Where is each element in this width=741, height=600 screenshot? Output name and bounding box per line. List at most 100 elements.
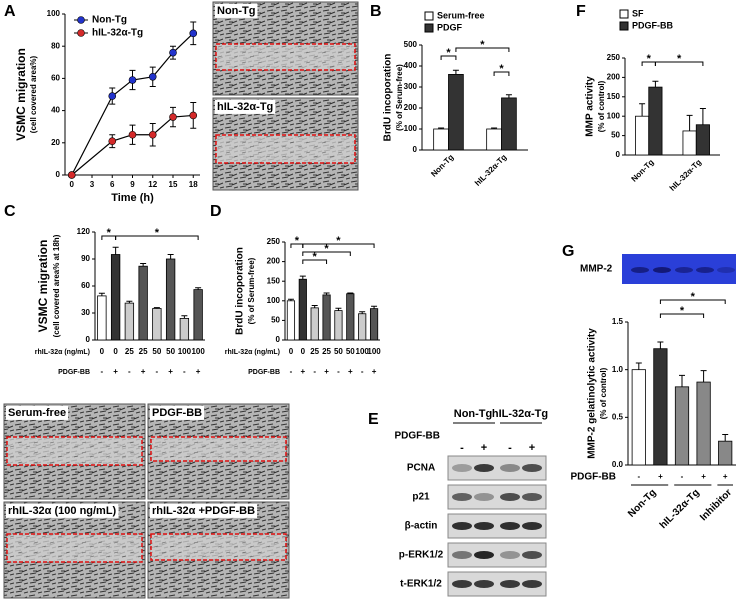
y-tick-label: 50: [611, 131, 620, 140]
x-tick-label: 0: [70, 180, 75, 189]
blot-band: [500, 551, 520, 559]
error-bar: [505, 94, 512, 98]
blot-band: [474, 580, 494, 588]
panel-label: B: [370, 3, 382, 20]
legend-label: Serum-free: [437, 10, 485, 20]
blot-band: [452, 493, 472, 501]
blot-band: [474, 464, 494, 472]
significance-label: *: [107, 227, 112, 239]
blot-lane: +: [529, 442, 535, 454]
y-tick-label: 250: [267, 237, 281, 246]
y-axis-label: VSMC migration: [14, 48, 28, 141]
y-tick-label: 20: [51, 138, 60, 147]
wound-outline: [150, 436, 287, 462]
x-tick-label: 50: [166, 347, 175, 356]
bar: [310, 307, 319, 341]
bar: [695, 124, 710, 156]
significance-bracket: [302, 243, 375, 248]
x-tick-label: 0: [289, 347, 294, 356]
y-tick-label: 0.0: [612, 460, 624, 469]
blot-band: [500, 464, 520, 472]
micrograph-label: Non-Tg: [217, 5, 255, 17]
micrograph-label: Serum-free: [8, 407, 66, 419]
blot-band: [474, 522, 494, 530]
label-bg: [215, 3, 258, 18]
x-tick-label: -: [128, 367, 131, 376]
bar: [635, 115, 650, 156]
bar: [631, 369, 646, 466]
y-axis-sublabel: (% of control): [599, 367, 608, 419]
point: [128, 76, 137, 84]
panel-label: G: [562, 243, 574, 260]
x-tick-label: +: [324, 367, 329, 376]
y-tick-label: 150: [607, 92, 621, 101]
x-tick-label: +: [196, 367, 201, 376]
blot-band: [452, 464, 472, 472]
error-bar: [311, 305, 318, 308]
x-tick-label: 25: [139, 347, 148, 356]
x-tick-label: -: [156, 367, 159, 376]
bar: [110, 254, 121, 341]
wound-area: [216, 44, 355, 70]
error-bar: [635, 362, 642, 370]
x-tick-label: +: [141, 367, 146, 376]
blot-band: [522, 493, 542, 501]
blot-band: [500, 493, 520, 501]
blot-group: hIL-32α-Tg: [492, 408, 548, 420]
wound-outline: [6, 436, 143, 466]
bar: [286, 300, 296, 341]
label-bg: [6, 503, 119, 518]
significance-bracket: [302, 251, 351, 256]
y-tick-label: 200: [404, 103, 418, 112]
point: [169, 48, 177, 57]
micrograph-label: PDGF-BB: [152, 407, 202, 419]
error-bar: [639, 103, 646, 117]
x-tick-label: 50: [346, 347, 355, 356]
error-bar: [657, 341, 664, 349]
x-tick-label: -: [101, 367, 104, 376]
error-bar: [359, 311, 366, 314]
bar: [358, 313, 367, 341]
y-tick-label: 30: [81, 308, 90, 317]
x-tick-label: +: [168, 367, 173, 376]
legend-marker: [77, 16, 85, 24]
bar: [718, 440, 733, 466]
error-bar: [153, 307, 160, 309]
blot-band: [522, 580, 542, 588]
x-tick-label: Non-Tg: [629, 157, 655, 183]
y-axis-label: MMP activity: [585, 76, 596, 137]
x-tick-label: -: [313, 367, 316, 376]
bar: [369, 308, 379, 341]
x-tick-label: -: [290, 367, 293, 376]
point: [189, 29, 198, 38]
significance-label: *: [480, 39, 485, 51]
error-bar: [452, 69, 459, 75]
legend-label: SF: [632, 8, 644, 18]
blot-band: [522, 522, 542, 530]
significance-label: *: [677, 53, 682, 65]
x-tick-label: 0: [113, 347, 118, 356]
error-bar: [299, 275, 306, 280]
error-bar: [126, 300, 133, 304]
x-tick-label: 12: [148, 180, 157, 189]
blot-band: [500, 522, 520, 530]
x-tick-label: 25: [310, 347, 319, 356]
zymo-band: [653, 267, 671, 273]
bar: [334, 310, 343, 341]
bar: [501, 97, 517, 151]
point: [189, 111, 198, 120]
x-tick-label: 100: [191, 347, 205, 356]
wound-area: [7, 437, 142, 465]
blot-treatment: PDGF-BB: [394, 431, 440, 442]
x-tick-label: -: [681, 472, 684, 481]
micrograph-label: rhIL-32α +PDGF-BB: [152, 505, 255, 517]
significance-bracket: [659, 299, 726, 304]
y-tick-label: 60: [51, 74, 60, 83]
bar: [346, 293, 355, 341]
significance-label: *: [691, 291, 696, 303]
error-bar: [699, 107, 706, 125]
y-tick-label: 90: [81, 254, 90, 263]
error-bar: [438, 127, 445, 129]
error-bar: [371, 305, 378, 309]
